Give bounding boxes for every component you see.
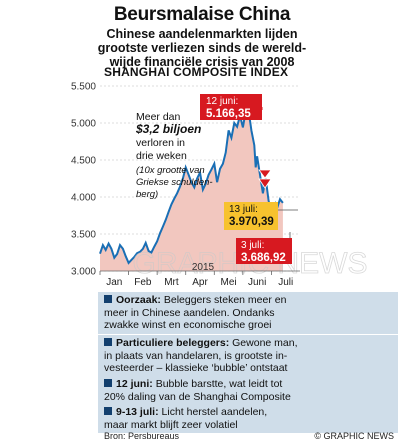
subtitle-line: wijde financiële crisis van 2008: [109, 55, 295, 69]
note-line: (10x grootte van: [136, 165, 205, 176]
note-line: Meer dan: [136, 111, 181, 123]
y-tick-label: 3.000: [71, 267, 96, 278]
x-tick-label: Apr: [192, 277, 208, 288]
bullet-square-icon: [104, 338, 112, 346]
callout-13-juli: 13 juli: 3.970,39: [224, 202, 298, 230]
info-text: in plaats van handelaren, is grootste in…: [104, 349, 288, 362]
year-label: 2015: [192, 262, 215, 273]
callout-3-juli-box: [236, 238, 292, 264]
x-tick-label: Mei: [221, 277, 237, 288]
page-title: Beursmalaise China: [113, 4, 291, 25]
info-text: Bubble barstte, wat leidt tot: [155, 378, 283, 390]
info-head: 9-13 juli:: [116, 406, 159, 418]
callout-3-juli-value: 3.686,92: [241, 252, 286, 264]
y-tick-label: 5.000: [71, 119, 96, 130]
subtitle-line: Chinese aandelenmarkten lijden: [106, 27, 298, 41]
info-text: vesteerder – klassieke ‘bubble’ ontstaat: [104, 362, 288, 374]
x-tick-label: Feb: [134, 277, 152, 288]
info-text: meer in Chinese aandelen. Ondanks: [104, 306, 275, 319]
info-box-9-13-juli: 9-13 juli: Licht herstel aandelen, maar …: [98, 404, 398, 433]
x-tick-label: Jan: [106, 277, 122, 288]
info-text: Beleggers steken meer en: [163, 294, 287, 306]
info-text: 20% daling van de Shanghai Composite: [104, 390, 291, 403]
info-head: 12 juni:: [116, 378, 153, 390]
info-box-oorzaak: Oorzaak: Beleggers steken meer en meer i…: [98, 292, 398, 334]
callout-13-juli-date: 13 juli:: [229, 204, 258, 215]
subtitle: Chinese aandelenmarkten lijden grootste …: [0, 27, 404, 69]
note-line: $3,2 biljoen: [135, 122, 201, 136]
bullet-square-icon: [104, 295, 112, 303]
source-note: Bron: Persbureaus: [104, 431, 180, 441]
info-text: maar markt blijft zeer volatiel: [104, 418, 238, 431]
note-line: verloren in: [136, 137, 185, 149]
callout-12-juni-date: 12 juni:: [206, 96, 238, 107]
index-label: Shanghai Composite Index: [104, 65, 289, 79]
bullet-square-icon: [104, 379, 112, 387]
info-text: Gewone man,: [232, 337, 298, 349]
index-line: [99, 109, 284, 265]
x-tick-label: Mrt: [164, 277, 179, 288]
y-axis: 5.500 5.000 4.500 4.000 3.500 3.000: [71, 82, 96, 278]
x-tick-label: Juni: [248, 277, 266, 288]
note-line: Griekse schulden-: [136, 177, 213, 188]
info-box-12-juni: 12 juni: Bubble barstte, wat leidt tot 2…: [98, 376, 398, 405]
y-tick-label: 5.500: [71, 82, 96, 93]
callout-13-juli-box: [224, 202, 278, 230]
x-axis: Jan Feb Mrt Apr Mei Juni Juli: [99, 270, 300, 288]
copyright: © GRAPHIC NEWS: [314, 431, 394, 441]
callout-12-juni-box: [200, 94, 262, 120]
info-head: Particuliere beleggers:: [116, 337, 230, 349]
note-line: drie weken: [136, 150, 187, 162]
callout-3-juli-date: 3 juli:: [241, 240, 264, 251]
subtitle-line: grootste verliezen sinds de wereld-: [97, 41, 307, 55]
callout-12-juni-value: 5.166,35: [206, 108, 251, 120]
y-tick-label: 3.500: [71, 230, 96, 241]
callout-3-juli: 3 juli: 3.686,92: [236, 232, 292, 264]
info-head: Oorzaak:: [116, 294, 161, 306]
down-arrow-icon: [258, 169, 272, 189]
info-text: zwakke winst en economische groei: [104, 319, 272, 331]
callout-13-juli-value: 3.970,39: [229, 216, 274, 228]
bullet-square-icon: [104, 407, 112, 415]
y-tick-label: 4.500: [71, 156, 96, 167]
callout-12-juni: 12 juni: 5.166,35: [200, 94, 263, 120]
loss-note: Meer dan $3,2 biljoen verloren in drie w…: [135, 111, 213, 200]
info-box-particuliere-beleggers: Particuliere beleggers: Gewone man, in p…: [98, 335, 398, 377]
index-area: [100, 110, 283, 271]
y-tick-label: 4.000: [71, 193, 96, 204]
note-line: berg): [136, 189, 158, 200]
info-text: Licht herstel aandelen,: [161, 406, 268, 418]
x-tick-label: Juli: [278, 277, 293, 288]
